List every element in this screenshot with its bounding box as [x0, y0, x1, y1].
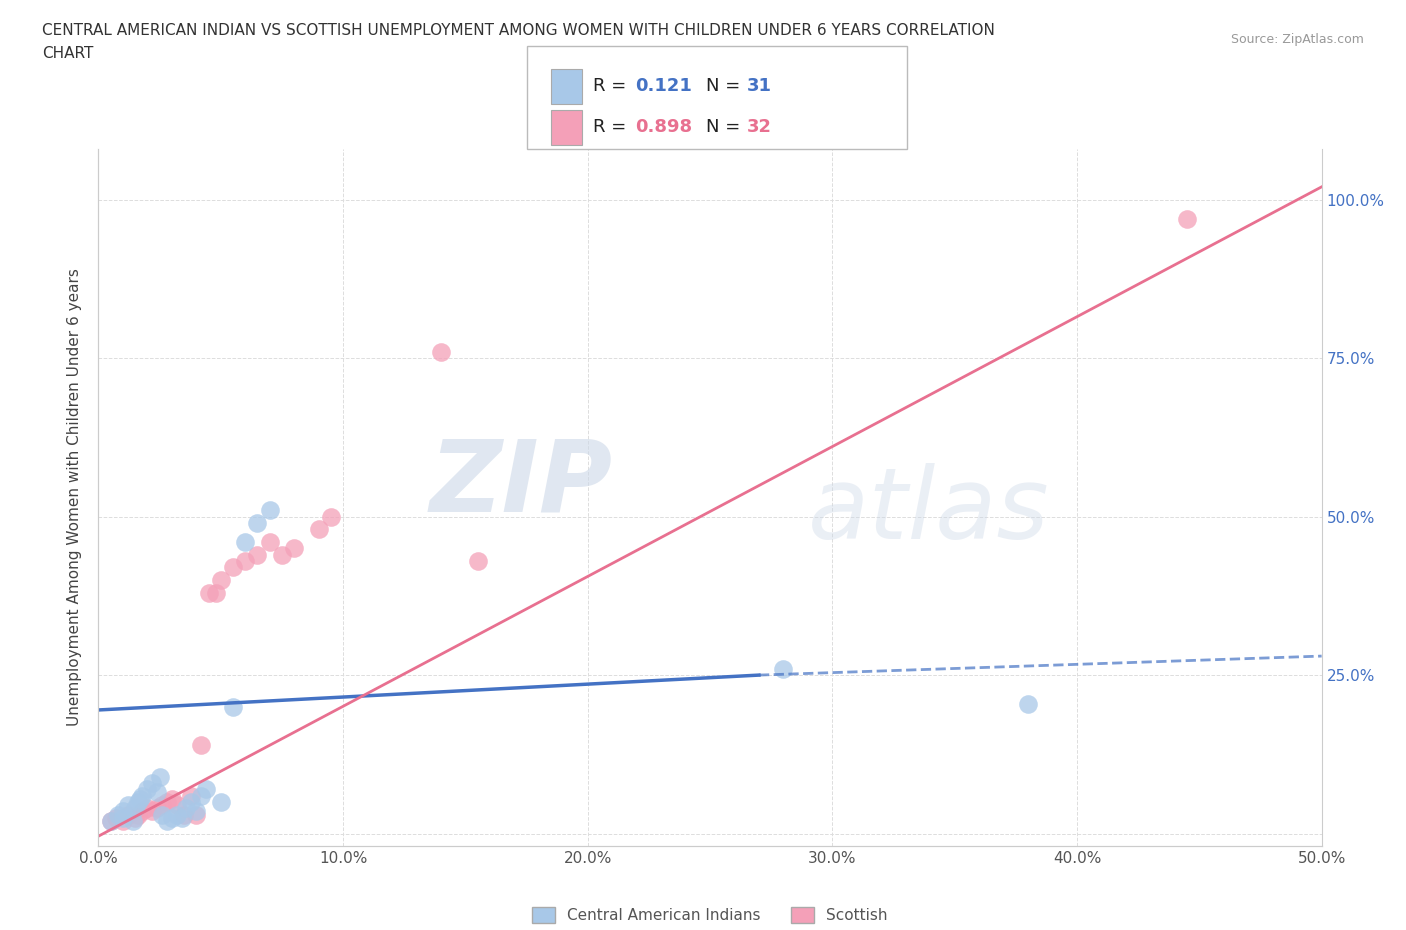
Point — [270, 547, 294, 562]
Text: R =: R = — [593, 118, 633, 137]
Point — [160, 810, 183, 825]
Point — [319, 509, 342, 524]
Point — [190, 737, 212, 752]
Point — [150, 807, 173, 822]
Point — [772, 661, 794, 676]
Point — [233, 553, 256, 568]
Text: 32: 32 — [747, 118, 772, 137]
Point — [166, 807, 188, 822]
Point — [150, 798, 173, 813]
Point — [180, 788, 202, 803]
Point — [131, 804, 153, 819]
Point — [111, 810, 134, 825]
Point — [195, 782, 218, 797]
Point — [190, 788, 212, 803]
Point — [222, 560, 245, 575]
Point — [160, 791, 183, 806]
Text: 31: 31 — [747, 77, 772, 96]
Point — [222, 699, 245, 714]
Text: Source: ZipAtlas.com: Source: ZipAtlas.com — [1230, 33, 1364, 46]
Point — [149, 769, 172, 784]
Text: 0.898: 0.898 — [636, 118, 693, 137]
Point — [104, 810, 127, 825]
Point — [100, 814, 122, 829]
Point — [209, 573, 232, 588]
Point — [180, 794, 202, 809]
Point — [127, 794, 149, 809]
Point — [186, 804, 208, 819]
Point — [141, 776, 163, 790]
Point — [136, 782, 159, 797]
Point — [205, 585, 228, 600]
Point — [141, 804, 163, 819]
Point — [100, 814, 122, 829]
Text: CHART: CHART — [42, 46, 94, 61]
Point — [197, 585, 219, 600]
Point — [283, 541, 305, 556]
Point — [111, 804, 134, 819]
Text: atlas: atlas — [808, 463, 1049, 560]
Point — [146, 801, 169, 816]
Point — [107, 807, 129, 822]
Text: N =: N = — [706, 118, 745, 137]
Point — [246, 515, 269, 530]
Point — [166, 798, 188, 813]
Text: ZIP: ZIP — [429, 435, 612, 532]
Point — [170, 810, 193, 825]
Point — [308, 522, 330, 537]
Point — [176, 801, 198, 816]
Point — [156, 814, 179, 829]
Point — [259, 503, 281, 518]
Point — [146, 785, 169, 800]
Point — [173, 807, 195, 822]
Point — [124, 801, 146, 816]
Point — [467, 553, 489, 568]
Point — [1175, 211, 1198, 226]
Point — [233, 535, 256, 550]
Point — [117, 798, 139, 813]
Point — [1017, 697, 1039, 711]
Point — [131, 788, 153, 803]
Y-axis label: Unemployment Among Women with Children Under 6 years: Unemployment Among Women with Children U… — [67, 269, 83, 726]
Point — [127, 807, 149, 822]
Point — [186, 807, 208, 822]
Text: CENTRAL AMERICAN INDIAN VS SCOTTISH UNEMPLOYMENT AMONG WOMEN WITH CHILDREN UNDER: CENTRAL AMERICAN INDIAN VS SCOTTISH UNEM… — [42, 23, 995, 38]
Text: 0.121: 0.121 — [636, 77, 692, 96]
Point — [156, 794, 179, 809]
Legend: Central American Indians, Scottish: Central American Indians, Scottish — [526, 901, 894, 929]
Point — [121, 814, 143, 829]
Point — [117, 807, 139, 822]
Point — [124, 810, 146, 825]
Point — [129, 791, 152, 806]
Point — [246, 547, 269, 562]
Point — [259, 535, 281, 550]
Point — [430, 344, 453, 359]
Point — [209, 794, 232, 809]
Point — [111, 814, 134, 829]
Text: R =: R = — [593, 77, 633, 96]
Text: N =: N = — [706, 77, 745, 96]
Point — [136, 801, 159, 816]
